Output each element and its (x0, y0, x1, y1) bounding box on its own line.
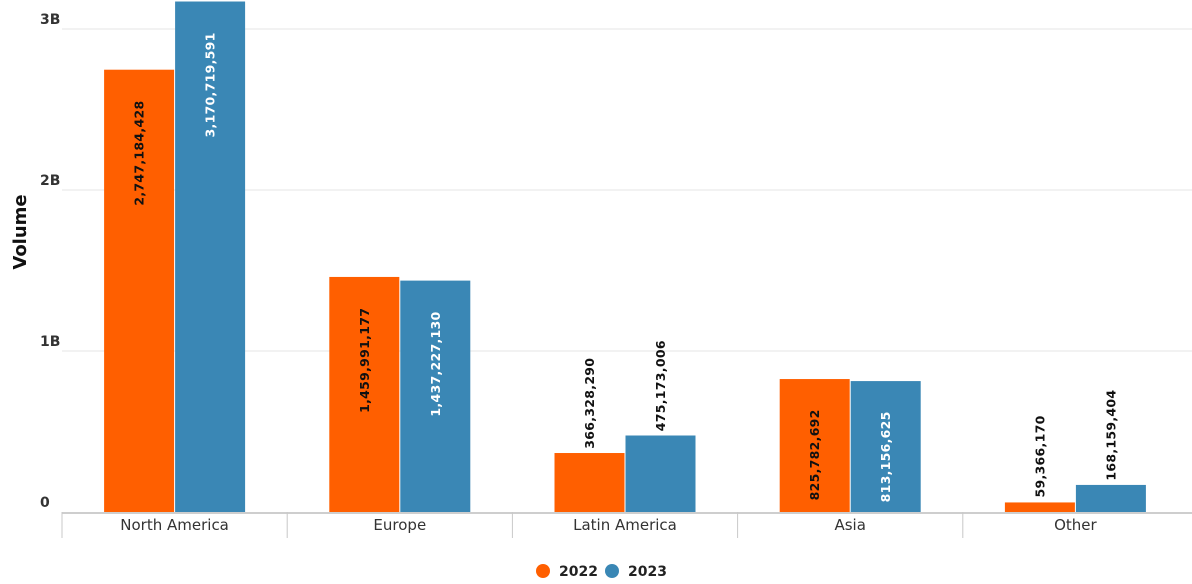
bar-value-label: 475,173,006 (653, 340, 668, 431)
y-tick-label: 1B (40, 334, 60, 350)
y-tick-label: 3B (40, 12, 60, 28)
y-axis-label: Volume (10, 194, 31, 269)
x-tick-label: Other (1054, 516, 1097, 534)
bar-2023 (625, 435, 696, 512)
bar-2023 (175, 1, 246, 512)
bar-2023 (850, 381, 921, 512)
bar-2022 (779, 379, 850, 512)
legend: 2022 2023 (536, 564, 667, 580)
x-tick-label: Europe (373, 516, 426, 534)
legend-marker (536, 564, 550, 578)
bar-value-label: 168,159,404 (1103, 390, 1118, 481)
legend-marker (605, 564, 619, 578)
bar-value-label: 1,437,227,130 (428, 311, 443, 416)
bar-2023 (1075, 484, 1146, 512)
legend-label: 2023 (628, 564, 667, 580)
bar-2022 (104, 69, 175, 512)
bar-2022 (554, 453, 625, 512)
bars (104, 1, 1146, 512)
bar-value-label: 3,170,719,591 (203, 32, 218, 137)
bar-2023 (400, 280, 471, 512)
x-tick-label: North America (120, 516, 229, 534)
y-axis-ticks: 0 1B 2B 3B (40, 12, 60, 511)
bar-value-label: 59,366,170 (1032, 415, 1047, 497)
y-tick-label: 0 (40, 495, 50, 511)
bar-value-label: 1,459,991,177 (357, 308, 372, 413)
bar-value-label: 813,156,625 (878, 411, 893, 502)
grid-lines (62, 28, 1192, 352)
bar-value-labels: 2,747,184,428 3,170,719,591 1,459,991,177 1… (132, 32, 1119, 502)
x-tick-label: Asia (834, 516, 865, 534)
x-tick-label: Latin America (573, 516, 677, 534)
legend-label: 2022 (559, 564, 598, 580)
bar-value-label: 825,782,692 (807, 409, 822, 500)
bar-value-label: 366,328,290 (582, 358, 597, 449)
y-tick-label: 2B (40, 173, 60, 189)
x-axis: North America Europe Latin America Asia Othe… (61, 512, 1192, 538)
bar-value-label: 2,747,184,428 (132, 101, 147, 206)
bar-2022 (1004, 502, 1075, 512)
bar-2022 (329, 276, 400, 512)
